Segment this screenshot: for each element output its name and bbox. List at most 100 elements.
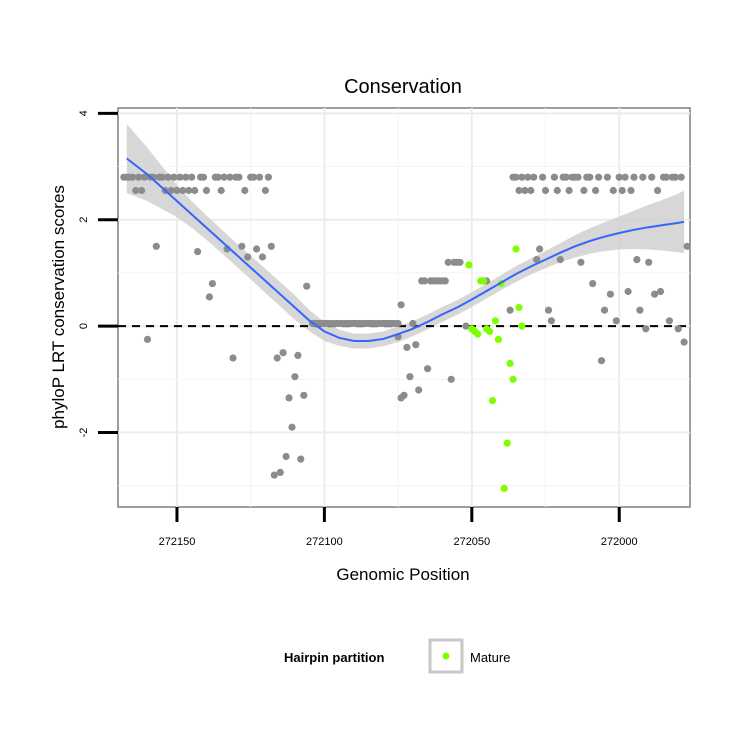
data-point (244, 253, 252, 261)
mature-point (488, 397, 497, 405)
y-tick-label: -2 (78, 428, 90, 438)
data-point (182, 173, 190, 181)
data-point (158, 173, 166, 181)
data-point (536, 245, 544, 253)
data-point (671, 173, 679, 181)
data-point (421, 277, 429, 285)
data-point (621, 173, 629, 181)
data-point (253, 245, 261, 253)
mature-point (503, 439, 511, 447)
mature-point (474, 330, 482, 338)
y-tick-label: 4 (78, 110, 90, 116)
data-point (550, 173, 559, 181)
data-point (229, 354, 237, 362)
data-point (645, 258, 653, 266)
data-point (639, 173, 647, 181)
data-point (609, 186, 617, 195)
data-point (264, 173, 272, 181)
smooth-line (126, 157, 685, 342)
data-point (424, 365, 432, 373)
data-point (235, 173, 243, 181)
data-point (409, 319, 417, 328)
data-point (636, 306, 644, 314)
confidence-band (126, 124, 685, 349)
data-point (303, 282, 311, 290)
y-axis: -2 0 2 4 (78, 110, 118, 437)
data-point (441, 277, 449, 285)
data-point (406, 373, 414, 381)
data-point (556, 256, 564, 264)
data-point (273, 354, 281, 362)
data-point (565, 186, 573, 195)
data-point (603, 173, 612, 181)
data-point (140, 173, 149, 181)
data-point (527, 186, 535, 195)
data-point (586, 173, 594, 181)
data-point (462, 322, 470, 330)
data-point (135, 173, 143, 181)
data-point (241, 186, 249, 195)
data-point (129, 173, 137, 181)
data-point (533, 256, 541, 264)
data-point (185, 186, 193, 195)
mature-point (512, 245, 520, 253)
confidence-band-area (126, 124, 685, 349)
data-point (456, 258, 464, 266)
data-point (444, 258, 452, 266)
data-point (615, 173, 623, 181)
data-point (415, 386, 423, 394)
data-point (255, 173, 264, 181)
mature-point (491, 317, 499, 325)
data-point (238, 242, 246, 250)
data-point (518, 173, 526, 181)
data-point (683, 242, 691, 250)
data-point (188, 173, 196, 181)
data-point (530, 173, 538, 181)
data-point (624, 287, 632, 296)
data-point (524, 173, 532, 181)
data-point (656, 287, 665, 296)
data-point (612, 317, 620, 325)
data-point (214, 173, 222, 181)
data-point (297, 455, 305, 463)
data-point (447, 375, 455, 383)
data-point (199, 173, 208, 181)
data-point (208, 280, 216, 288)
data-point (521, 186, 529, 195)
data-point (285, 394, 293, 402)
data-point (544, 306, 553, 314)
data-point (397, 301, 405, 309)
data-point (674, 325, 682, 333)
grid-lines (118, 108, 690, 507)
data-point (176, 173, 184, 181)
data-point (580, 186, 588, 195)
data-point (202, 186, 211, 195)
data-point (665, 317, 674, 325)
data-point (642, 325, 650, 333)
mature-point (480, 277, 488, 285)
data-point (400, 391, 408, 399)
data-point (553, 186, 561, 195)
data-point (205, 293, 213, 301)
data-point (547, 317, 556, 325)
data-point (143, 335, 152, 343)
data-point (394, 319, 402, 328)
mature-point (515, 303, 523, 312)
data-point (654, 186, 662, 195)
data-point (597, 357, 606, 365)
data-point (152, 242, 160, 250)
data-point (279, 349, 287, 357)
mature-point (500, 484, 508, 492)
data-point (270, 471, 278, 479)
data-point (276, 468, 284, 476)
mature-point (518, 322, 526, 330)
data-point (627, 186, 635, 195)
data-point (167, 186, 175, 195)
data-point (506, 306, 514, 314)
x-axis-label: Genomic Position (336, 565, 469, 584)
x-tick-label: 272000 (601, 536, 638, 548)
data-point (300, 391, 308, 399)
x-tick-label: 272150 (159, 536, 196, 548)
data-point (539, 173, 547, 181)
